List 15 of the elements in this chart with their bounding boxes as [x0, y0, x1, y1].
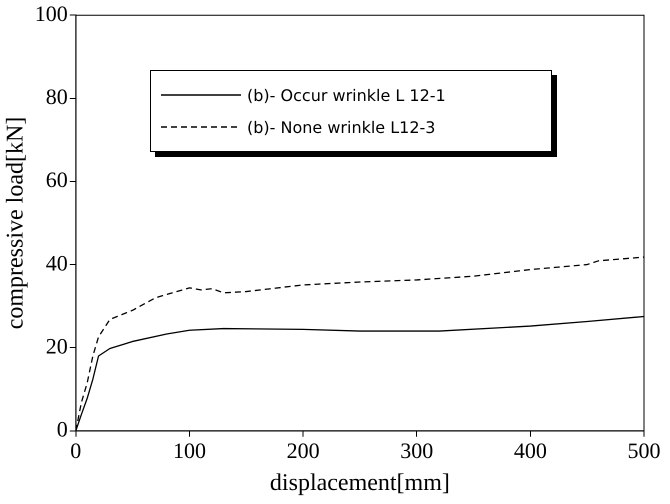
x-axis-title: displacement[mm]	[270, 470, 450, 496]
legend-label: (b)- None wrinkle L12-3	[247, 118, 436, 136]
y-tick-label: 100	[34, 0, 68, 26]
y-tick-label: 40	[46, 250, 68, 276]
x-tick-label: 200	[286, 438, 320, 463]
x-tick-label: 100	[172, 438, 206, 463]
y-axis-title: compressive load[kN]	[2, 116, 29, 330]
legend-label: (b)- Occur wrinkle L 12-1	[247, 86, 446, 104]
y-tick-label: 20	[46, 333, 68, 358]
x-tick-label: 500	[628, 438, 660, 463]
x-tick-label: 400	[514, 438, 547, 463]
x-tick-label: 300	[400, 438, 434, 463]
y-tick-label: 80	[46, 84, 68, 110]
y-tick-label: 0	[56, 416, 68, 442]
y-tick-label: 60	[46, 167, 68, 192]
